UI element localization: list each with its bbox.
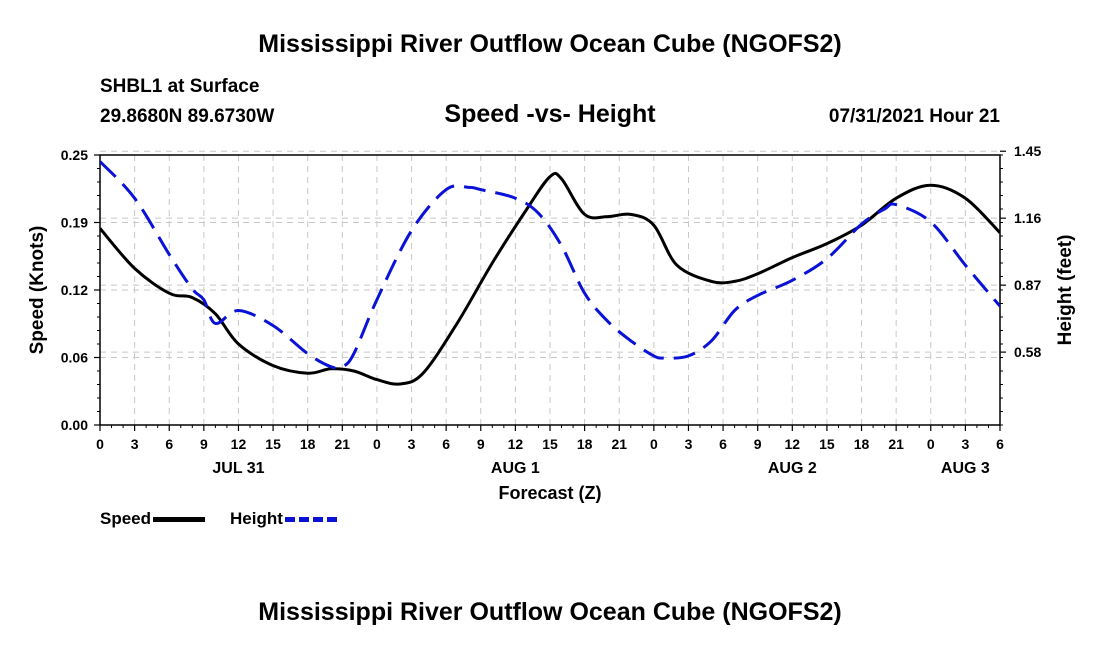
- x-tick-label: 12: [785, 436, 801, 452]
- legend-height-label: Height: [230, 509, 283, 528]
- date-label: AUG 1: [491, 460, 540, 477]
- series-layer: [100, 160, 1000, 386]
- y-tick-label: 0.25: [61, 147, 88, 163]
- y2-tick-label: 1.16: [1014, 210, 1041, 226]
- y-tick-label: 0.12: [61, 282, 88, 298]
- x-tick-label: 6: [719, 436, 727, 452]
- station-label: SHBL1 at Surface: [100, 76, 260, 97]
- date-label: JUL 31: [212, 460, 264, 477]
- x-tick-label: 12: [508, 436, 524, 452]
- x-tick-label: 12: [231, 436, 247, 452]
- chart-subtitle: Speed -vs- Height: [444, 100, 656, 128]
- x-tick-label: 3: [131, 436, 139, 452]
- x-tick-label: 15: [542, 436, 558, 452]
- x-tick-label: 18: [300, 436, 316, 452]
- axis-labels: 0 3 6 9 12 15 18 21 0 3 6 9 12 15 18 21 0 3 6 9 12 15 18 21 0 3 6 0…: [27, 143, 1076, 503]
- x-tick-label: 18: [854, 436, 870, 452]
- x-tick-label: 21: [888, 436, 904, 452]
- y2-tick-label: 0.87: [1014, 277, 1041, 293]
- series-line-speed: [100, 171, 1000, 386]
- coordinates-label: 29.8680N 89.6730W: [100, 106, 275, 127]
- series-line-height: [100, 160, 1000, 370]
- axis-ticks: [94, 150, 1006, 431]
- x-tick-label: 3: [961, 436, 969, 452]
- x-tick-label: 9: [754, 436, 762, 452]
- legend-height-swatch: [284, 516, 337, 522]
- x-tick-label: 21: [335, 436, 351, 452]
- x-tick-label: 9: [200, 436, 208, 452]
- x-tick-label: 0: [927, 436, 935, 452]
- date-label: AUG 3: [941, 460, 990, 477]
- y2-tick-label: 1.45: [1014, 143, 1041, 159]
- legend-speed-swatch: [153, 516, 206, 522]
- x-tick-label: 3: [685, 436, 693, 452]
- y-tick-label: 0.06: [61, 350, 88, 366]
- x-tick-label: 0: [373, 436, 381, 452]
- x-tick-label: 9: [477, 436, 485, 452]
- y-axis-title: Speed (Knots): [27, 226, 48, 355]
- y-tick-label: 0.19: [61, 215, 88, 231]
- x-tick-label: 6: [442, 436, 450, 452]
- datetime-label: 07/31/2021 Hour 21: [828, 106, 1000, 127]
- grid-lines: [100, 150, 1000, 425]
- x-tick-label: 6: [165, 436, 173, 452]
- x-tick-label: 0: [96, 436, 104, 452]
- legend-speed: Speed: [100, 509, 206, 529]
- legend-height: Height: [230, 509, 337, 529]
- x-tick-label: 21: [611, 436, 627, 452]
- x-tick-label: 18: [577, 436, 593, 452]
- footer-title: Mississippi River Outflow Ocean Cube (NG…: [258, 598, 842, 626]
- date-label: AUG 2: [768, 460, 817, 477]
- x-tick-label: 15: [819, 436, 835, 452]
- y2-axis-title: Height (feet): [1055, 235, 1076, 346]
- x-axis-title: Forecast (Z): [498, 483, 601, 503]
- y2-tick-label: 0.58: [1014, 344, 1041, 360]
- x-tick-label: 6: [996, 436, 1004, 452]
- x-tick-label: 0: [650, 436, 658, 452]
- chart-title: Mississippi River Outflow Ocean Cube (NG…: [258, 30, 842, 58]
- x-tick-label: 15: [265, 436, 281, 452]
- x-tick-label: 3: [408, 436, 416, 452]
- y-tick-label: 0.00: [61, 417, 88, 433]
- legend-speed-label: Speed: [100, 509, 152, 528]
